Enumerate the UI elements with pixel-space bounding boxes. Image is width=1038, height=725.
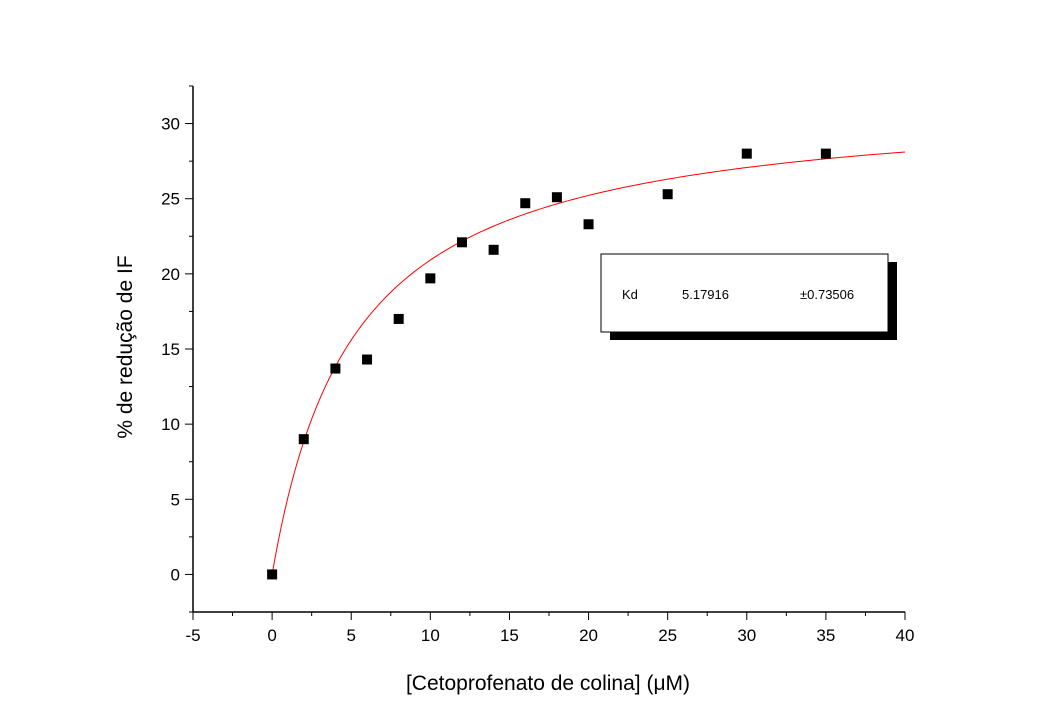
y-tick-label: 0 — [171, 565, 180, 584]
y-tick-label: 10 — [161, 415, 180, 434]
x-tick-label: 10 — [421, 626, 440, 645]
data-point — [520, 198, 531, 209]
data-point — [488, 244, 499, 255]
x-tick-label: 20 — [579, 626, 598, 645]
data-point — [362, 354, 373, 365]
fit-param-error: ±0.73506 — [800, 287, 854, 302]
fit-curve-layer — [271, 151, 906, 575]
y-tick-label: 25 — [161, 190, 180, 209]
x-tick-label: 15 — [500, 626, 519, 645]
fit-parameters-box: Kd 5.17916 ±0.73506 — [600, 253, 897, 340]
data-point — [456, 237, 467, 248]
x-tick-label: 25 — [658, 626, 677, 645]
data-points-layer — [267, 148, 831, 580]
data-point — [583, 219, 594, 230]
y-tick-label: 5 — [171, 490, 180, 509]
data-point — [551, 192, 562, 203]
data-point — [267, 569, 278, 580]
y-tick-label: 15 — [161, 340, 180, 359]
axes — [192, 86, 905, 613]
fit-param-name: Kd — [622, 287, 638, 302]
data-point — [741, 148, 752, 159]
data-point — [393, 313, 404, 324]
fit-parameters-box-frame — [600, 253, 889, 333]
x-axis-title: [Cetoprofenato de colina] (μM) — [406, 672, 690, 695]
data-point — [662, 189, 673, 200]
data-point — [820, 148, 831, 159]
x-tick-label: 35 — [816, 626, 835, 645]
x-tick-label: 40 — [896, 626, 915, 645]
y-tick-label: 20 — [161, 265, 180, 284]
x-tick-label: 30 — [737, 626, 756, 645]
x-tick-label: 0 — [267, 626, 276, 645]
x-tick-label: 5 — [346, 626, 355, 645]
y-axis-title: % de redução de IF — [114, 255, 137, 438]
ticks-layer: -5 0 5 10 15 20 25 30 35 40 0 5 10 15 20 25 30 — [161, 85, 915, 645]
fit-curve — [271, 151, 906, 575]
data-point — [330, 363, 341, 374]
fit-param-value: 5.17916 — [682, 287, 729, 302]
data-point — [425, 273, 436, 284]
x-tick-label: -5 — [185, 626, 200, 645]
y-tick-label: 30 — [161, 115, 180, 134]
data-point — [298, 434, 309, 445]
